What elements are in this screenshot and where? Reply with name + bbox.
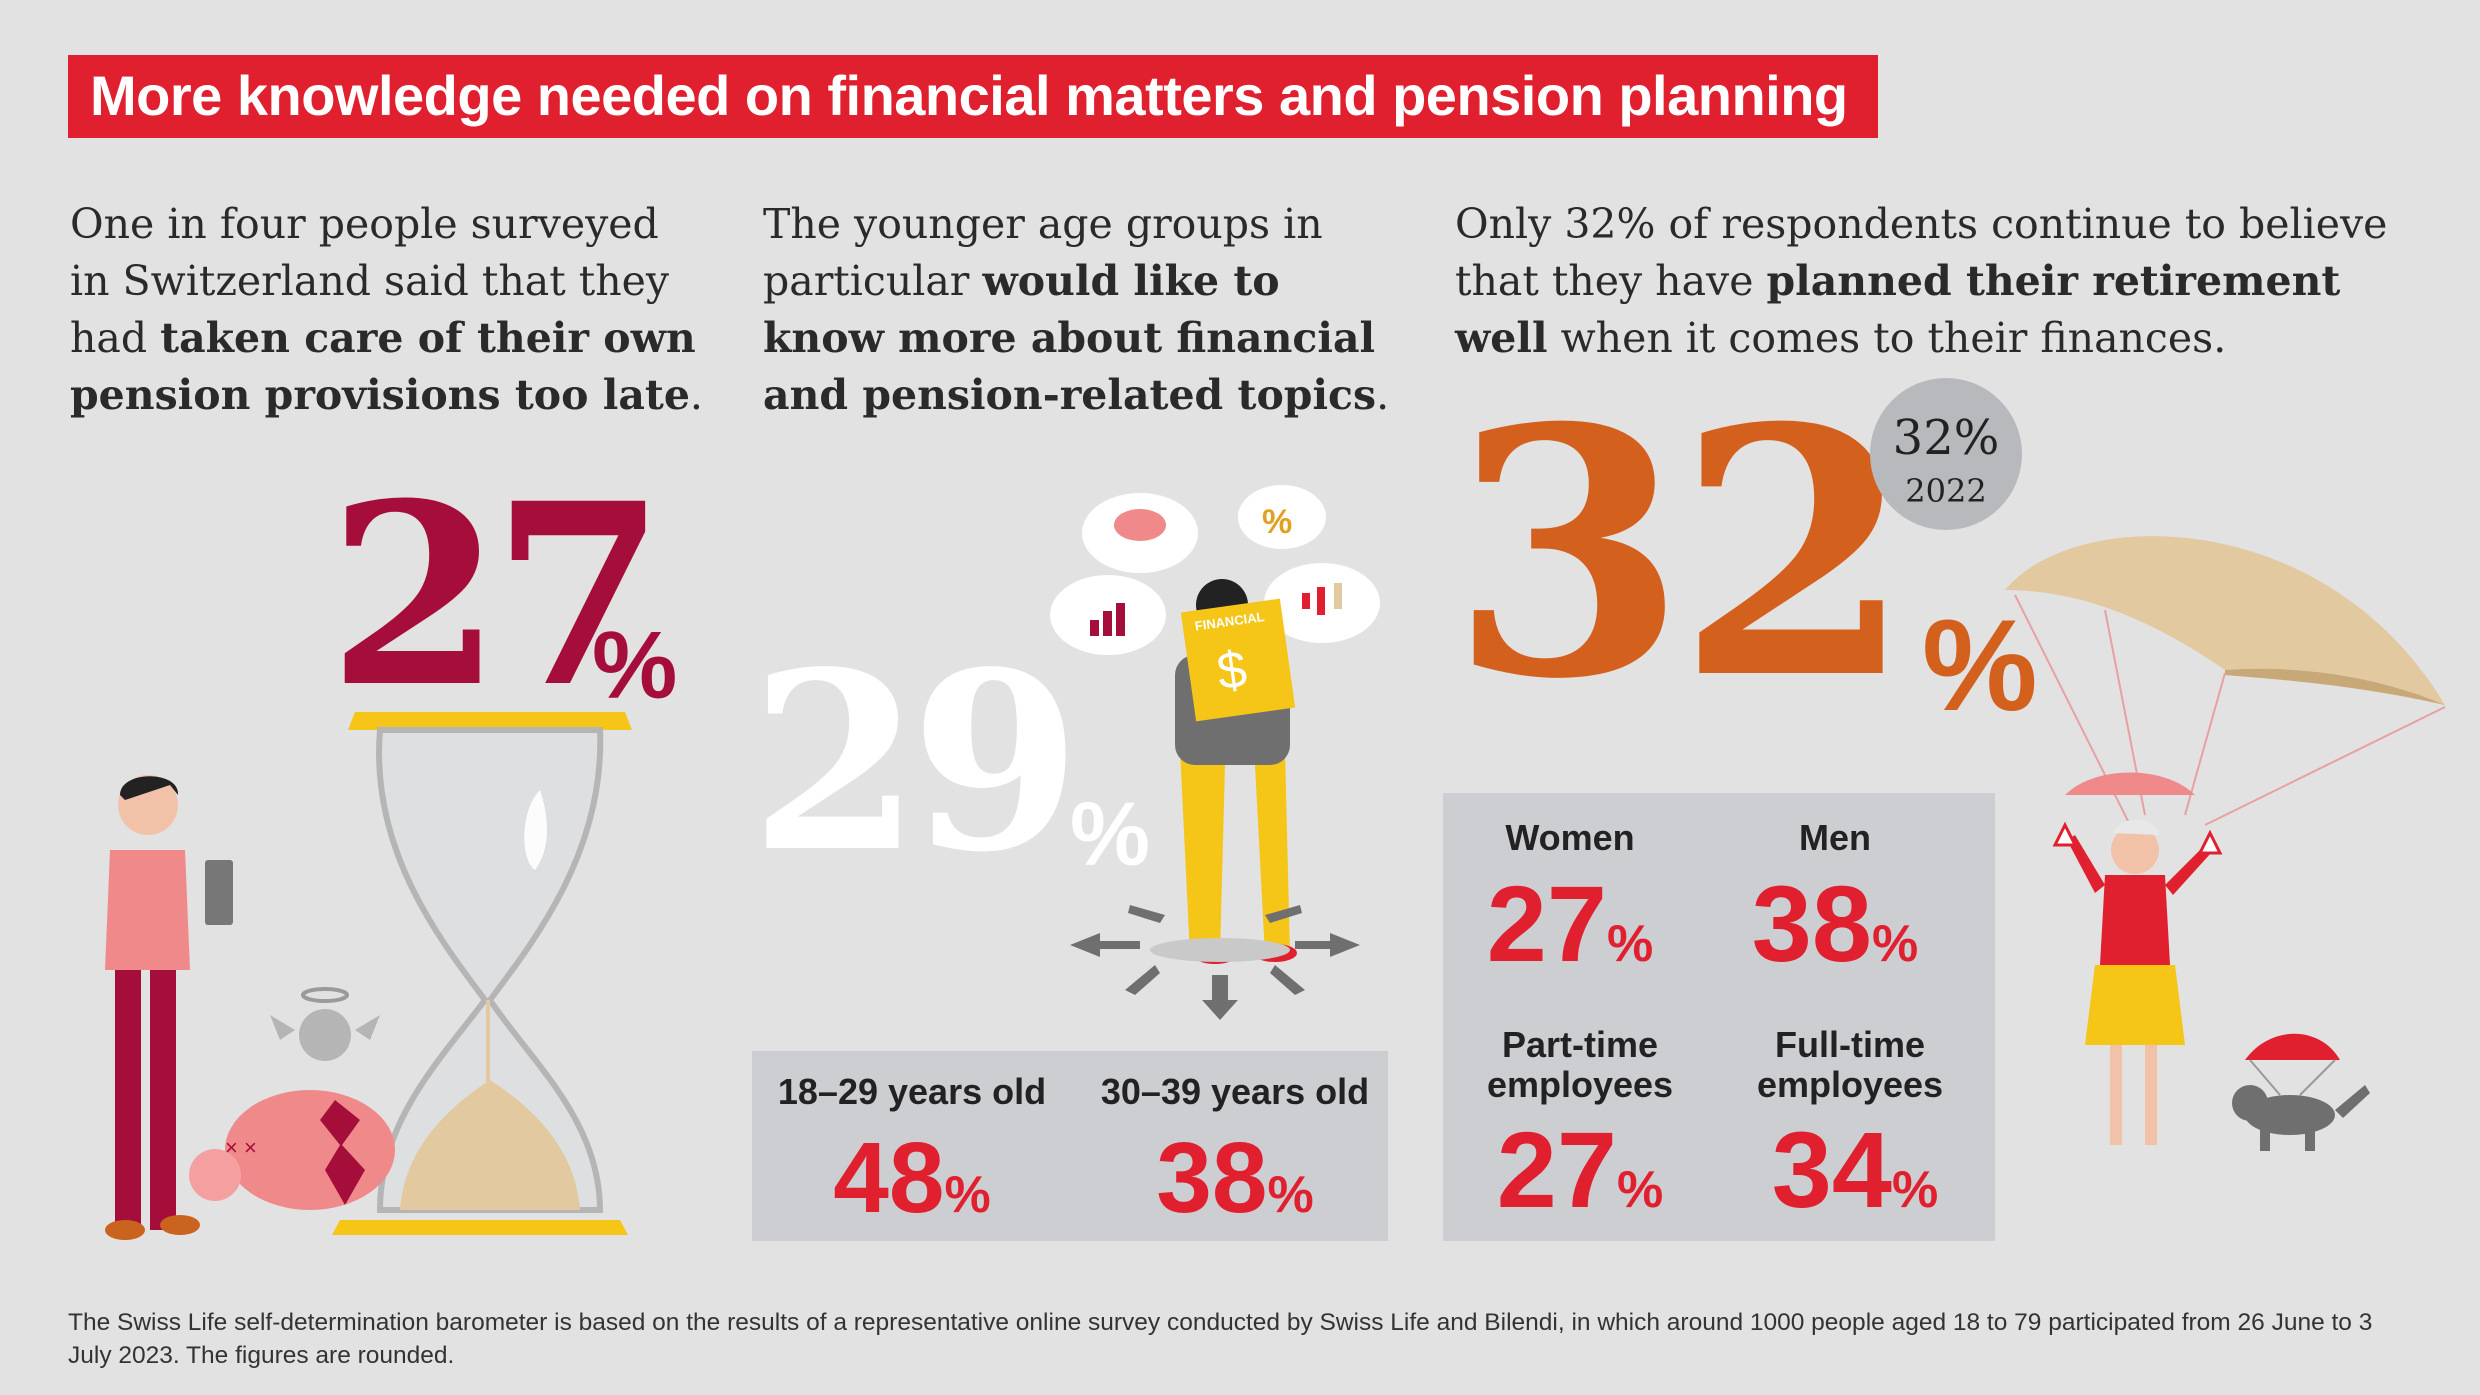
- intro-col3-end: when it comes to their finances.: [1547, 314, 2227, 362]
- footnote: The Swiss Life self-determination barome…: [68, 1309, 2373, 1369]
- group-value-part-time-unit: %: [1616, 1161, 1664, 1219]
- intro-col2-text: The younger age groups in particular: [763, 200, 1323, 305]
- stat-32-unit: %: [1922, 592, 2038, 738]
- stat-27-number: 27: [328, 448, 666, 742]
- group-value-18-29: 48%: [762, 1128, 1062, 1228]
- group-label-full-time: Full-time employees: [1756, 1024, 1944, 1105]
- candlestick-icon: [1302, 583, 1342, 615]
- stat-32-number: 32: [1450, 355, 1913, 754]
- group-value-30-39: 38%: [1085, 1128, 1385, 1228]
- group-value-full-time-number: 34: [1771, 1109, 1892, 1230]
- intro-col3-bold: planned their retirement well: [1455, 257, 2341, 362]
- worried-man-icon: [105, 775, 233, 1240]
- intro-col3: Only 32% of respondents continue to beli…: [1455, 196, 2405, 367]
- group-value-part-time: 27%: [1460, 1116, 1700, 1224]
- stat-27-unit: %: [592, 612, 678, 719]
- dog-icon: [2232, 1033, 2370, 1151]
- group-label-30-39: 30–39 years old: [1100, 1071, 1370, 1112]
- intro-col3-text: Only 32% of respondents continue to beli…: [1455, 200, 2388, 305]
- intro-col1-bold: taken care of their own pension provisio…: [70, 314, 696, 419]
- age-group-panel: [752, 1051, 1388, 1241]
- retiree-icon: [2052, 819, 2223, 1145]
- hourglass-icon: [332, 712, 632, 1235]
- reader-scene: % FINANCIAL $: [1050, 485, 1380, 1020]
- parachute-icon: [2005, 536, 2446, 826]
- intro-col2: The younger age groups in particular wou…: [763, 196, 1403, 424]
- group-value-30-39-number: 38: [1156, 1122, 1268, 1234]
- intro-col1: One in four people surveyed in Switzerla…: [70, 196, 710, 424]
- group-value-women-number: 27: [1486, 863, 1607, 984]
- arrows-icon: [1070, 905, 1360, 1020]
- badge-value: 32%: [1892, 410, 2000, 466]
- svg-text:× ×: × ×: [225, 1135, 257, 1160]
- bar-chart-icon: [1090, 603, 1125, 636]
- previous-year-badge: 32% 2022: [1870, 378, 2022, 530]
- intro-col1-end: .: [689, 371, 703, 419]
- intro-col2-bold: would like to know more about financial …: [763, 257, 1377, 419]
- page-title: More knowledge needed on financial matte…: [90, 64, 1848, 127]
- group-value-full-time-unit: %: [1891, 1161, 1939, 1219]
- piggy-bubble-icon: [1114, 509, 1166, 541]
- group-value-18-29-number: 48: [833, 1122, 945, 1234]
- hourglass-scene: × ×: [105, 712, 632, 1240]
- group-label-18-29: 18–29 years old: [777, 1071, 1047, 1112]
- stat-29-number: 29: [750, 618, 1081, 906]
- group-label-women: Women: [1505, 817, 1635, 858]
- group-value-women-unit: %: [1606, 915, 1654, 973]
- demographic-panel: [1443, 793, 1995, 1241]
- group-value-full-time: 34%: [1730, 1116, 1980, 1224]
- group-label-men: Men: [1799, 817, 1871, 858]
- group-value-30-39-unit: %: [1267, 1166, 1314, 1224]
- intro-col1-text: One in four people surveyed in Switzerla…: [70, 200, 670, 362]
- group-value-part-time-number: 27: [1496, 1109, 1617, 1230]
- intro-col2-end: .: [1376, 371, 1390, 419]
- reading-person-icon: FINANCIAL $: [1175, 579, 1297, 964]
- percent-bubble-icon: %: [1262, 503, 1292, 541]
- parachute-scene: [2005, 536, 2446, 1151]
- group-value-men-unit: %: [1871, 915, 1919, 973]
- group-value-men-number: 38: [1751, 863, 1872, 984]
- group-value-18-29-unit: %: [944, 1166, 991, 1224]
- title-banner: More knowledge needed on financial matte…: [68, 55, 1878, 138]
- badge-year: 2022: [1905, 472, 1987, 510]
- group-value-women: 27%: [1455, 870, 1685, 978]
- speech-bubbles: %: [1050, 485, 1380, 655]
- group-value-men: 38%: [1720, 870, 1950, 978]
- piggy-bank-icon: × ×: [189, 987, 395, 1210]
- stat-29-unit: %: [1070, 785, 1151, 885]
- group-label-part-time: Part-time employees: [1486, 1024, 1674, 1105]
